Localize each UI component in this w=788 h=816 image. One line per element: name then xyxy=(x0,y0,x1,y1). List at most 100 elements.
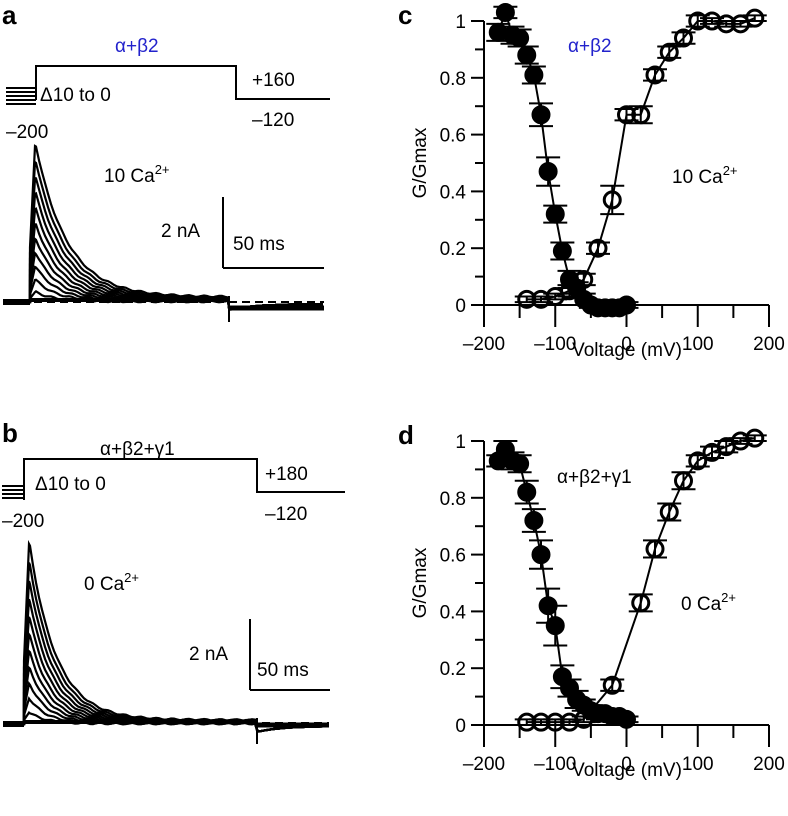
x-tick-label: 100 xyxy=(682,754,714,775)
data-point-filled xyxy=(552,241,572,261)
y-tick-label: 0.2 xyxy=(440,239,466,260)
data-point-filled xyxy=(517,45,537,65)
data-point-open xyxy=(674,471,693,491)
voltage-protocol-b xyxy=(2,458,345,500)
data-point-open xyxy=(659,502,679,522)
protocol-test-label-b: +180 xyxy=(265,464,308,485)
x-tick-label: 200 xyxy=(753,754,785,775)
protocol-tail-label-b: –120 xyxy=(265,504,307,525)
protocol-tail-label-a: –120 xyxy=(252,110,294,131)
x-tick-label: 200 xyxy=(753,334,785,355)
plot-area-c xyxy=(486,2,767,318)
error-bar xyxy=(643,68,667,82)
data-point-filled xyxy=(524,511,544,531)
y-tick-label: 1 xyxy=(455,432,466,453)
x-tick-label: –100 xyxy=(534,334,576,355)
data-point-filled xyxy=(617,709,636,729)
y-tick-label: 0.8 xyxy=(440,489,466,510)
data-point-open xyxy=(545,712,565,732)
current-trace xyxy=(3,539,327,733)
data-point-open xyxy=(631,105,651,125)
construct-label-c: α+β2 xyxy=(568,36,612,57)
voltage-protocol-a xyxy=(6,65,330,105)
panel-letter-a: a xyxy=(2,0,17,30)
current-trace xyxy=(3,265,324,311)
protocol-step-label-b: Δ10 to 0 xyxy=(35,474,106,495)
data-point-filled xyxy=(531,545,551,565)
y-tick-label: 0.4 xyxy=(440,182,467,203)
x-tick-label: 0 xyxy=(621,334,632,355)
panel-letter-d: d xyxy=(398,420,414,450)
condition-label-d: 0 Ca2+ xyxy=(681,590,736,615)
data-point-open xyxy=(574,269,594,289)
data-point-open xyxy=(688,451,708,471)
data-point-filled xyxy=(524,65,544,85)
data-point-open xyxy=(574,709,594,729)
protocol-holding-label-a: –200 xyxy=(6,122,48,143)
data-point-filled xyxy=(545,204,565,224)
y-axis-label-d: G/Gmax xyxy=(410,547,431,618)
chart-panel-c: c α+β2 10 Ca2+ G/Gmax Voltage (mV) 00.20… xyxy=(398,0,785,361)
panel-letter-b: b xyxy=(2,418,18,448)
protocol-step-line xyxy=(35,65,330,100)
data-point-filled xyxy=(617,295,636,315)
condition-label-b: 0 Ca2+ xyxy=(84,570,139,595)
construct-label-d: α+β2+γ1 xyxy=(557,467,632,488)
panel-b: b α+β2+γ1 Δ10 to 0 +180 –120 –200 0 Ca2+… xyxy=(2,418,345,744)
current-traces-b xyxy=(3,539,329,744)
plot-area-d xyxy=(486,428,767,732)
x-tick-label: –100 xyxy=(534,754,576,775)
data-point-open xyxy=(716,14,736,34)
y-tick-label: 0.6 xyxy=(440,126,466,147)
error-bar xyxy=(671,31,696,45)
x-axis-label-c: Voltage (mV) xyxy=(572,340,682,361)
y-tick-label: 0.2 xyxy=(440,659,466,680)
data-point-open xyxy=(674,28,693,48)
data-point-open xyxy=(517,712,537,732)
data-point-open xyxy=(531,712,551,732)
protocol-test-label-a: +160 xyxy=(252,70,295,91)
y-tick-label: 1 xyxy=(455,12,466,33)
data-point-filled xyxy=(531,105,551,125)
data-point-open xyxy=(745,428,765,448)
data-point-open xyxy=(645,65,665,85)
scale-bar-b xyxy=(249,619,330,691)
data-point-open xyxy=(745,8,765,28)
y-tick-label: 0.8 xyxy=(440,69,466,90)
data-point-open xyxy=(588,238,608,258)
x-tick-label: 0 xyxy=(621,754,632,775)
scale-time-label-b: 50 ms xyxy=(257,660,309,681)
scale-current-label-a: 2 nA xyxy=(161,221,200,242)
error-bar xyxy=(657,45,682,59)
data-point-filled xyxy=(545,616,565,636)
y-tick-label: 0.4 xyxy=(440,602,467,623)
series-activation xyxy=(514,8,767,309)
protocol-step-label-a: Δ10 to 0 xyxy=(40,85,111,106)
construct-label-b: α+β2+γ1 xyxy=(100,439,175,460)
construct-label-a: α+β2 xyxy=(115,36,159,57)
data-point-filled xyxy=(510,454,530,474)
chart-panel-d: d α+β2+γ1 0 Ca2+ G/Gmax Voltage (mV) 0 0.… xyxy=(398,420,785,781)
condition-label-c: 10 Ca2+ xyxy=(672,163,738,188)
current-traces-a xyxy=(3,144,324,322)
data-point-open xyxy=(617,105,636,125)
series-inactivation xyxy=(486,2,639,318)
y-tick-label: 0 xyxy=(455,296,466,317)
data-point-open xyxy=(560,281,579,301)
scale-time-label-a: 50 ms xyxy=(233,234,285,255)
panel-a: a α+β2 Δ10 to 0 +160 –120 –200 10 Ca2+ 2… xyxy=(2,0,330,322)
x-tick-label: –200 xyxy=(463,754,505,775)
axes-c: 0 0.2 0.4 0.6 0.8 1 –200 –100 0 100 200 xyxy=(440,12,785,355)
data-point-open xyxy=(645,539,665,559)
y-tick-label: 0.6 xyxy=(440,546,466,567)
y-tick-label: 0 xyxy=(455,716,466,737)
error-bar xyxy=(571,272,596,287)
data-point-filled xyxy=(495,2,515,22)
data-point-filled xyxy=(538,162,558,182)
scale-current-label-b: 2 nA xyxy=(189,644,228,665)
error-bar xyxy=(700,445,724,460)
error-bar xyxy=(600,678,625,692)
x-axis-label-d: Voltage (mV) xyxy=(572,760,682,781)
data-point-open xyxy=(688,11,708,31)
